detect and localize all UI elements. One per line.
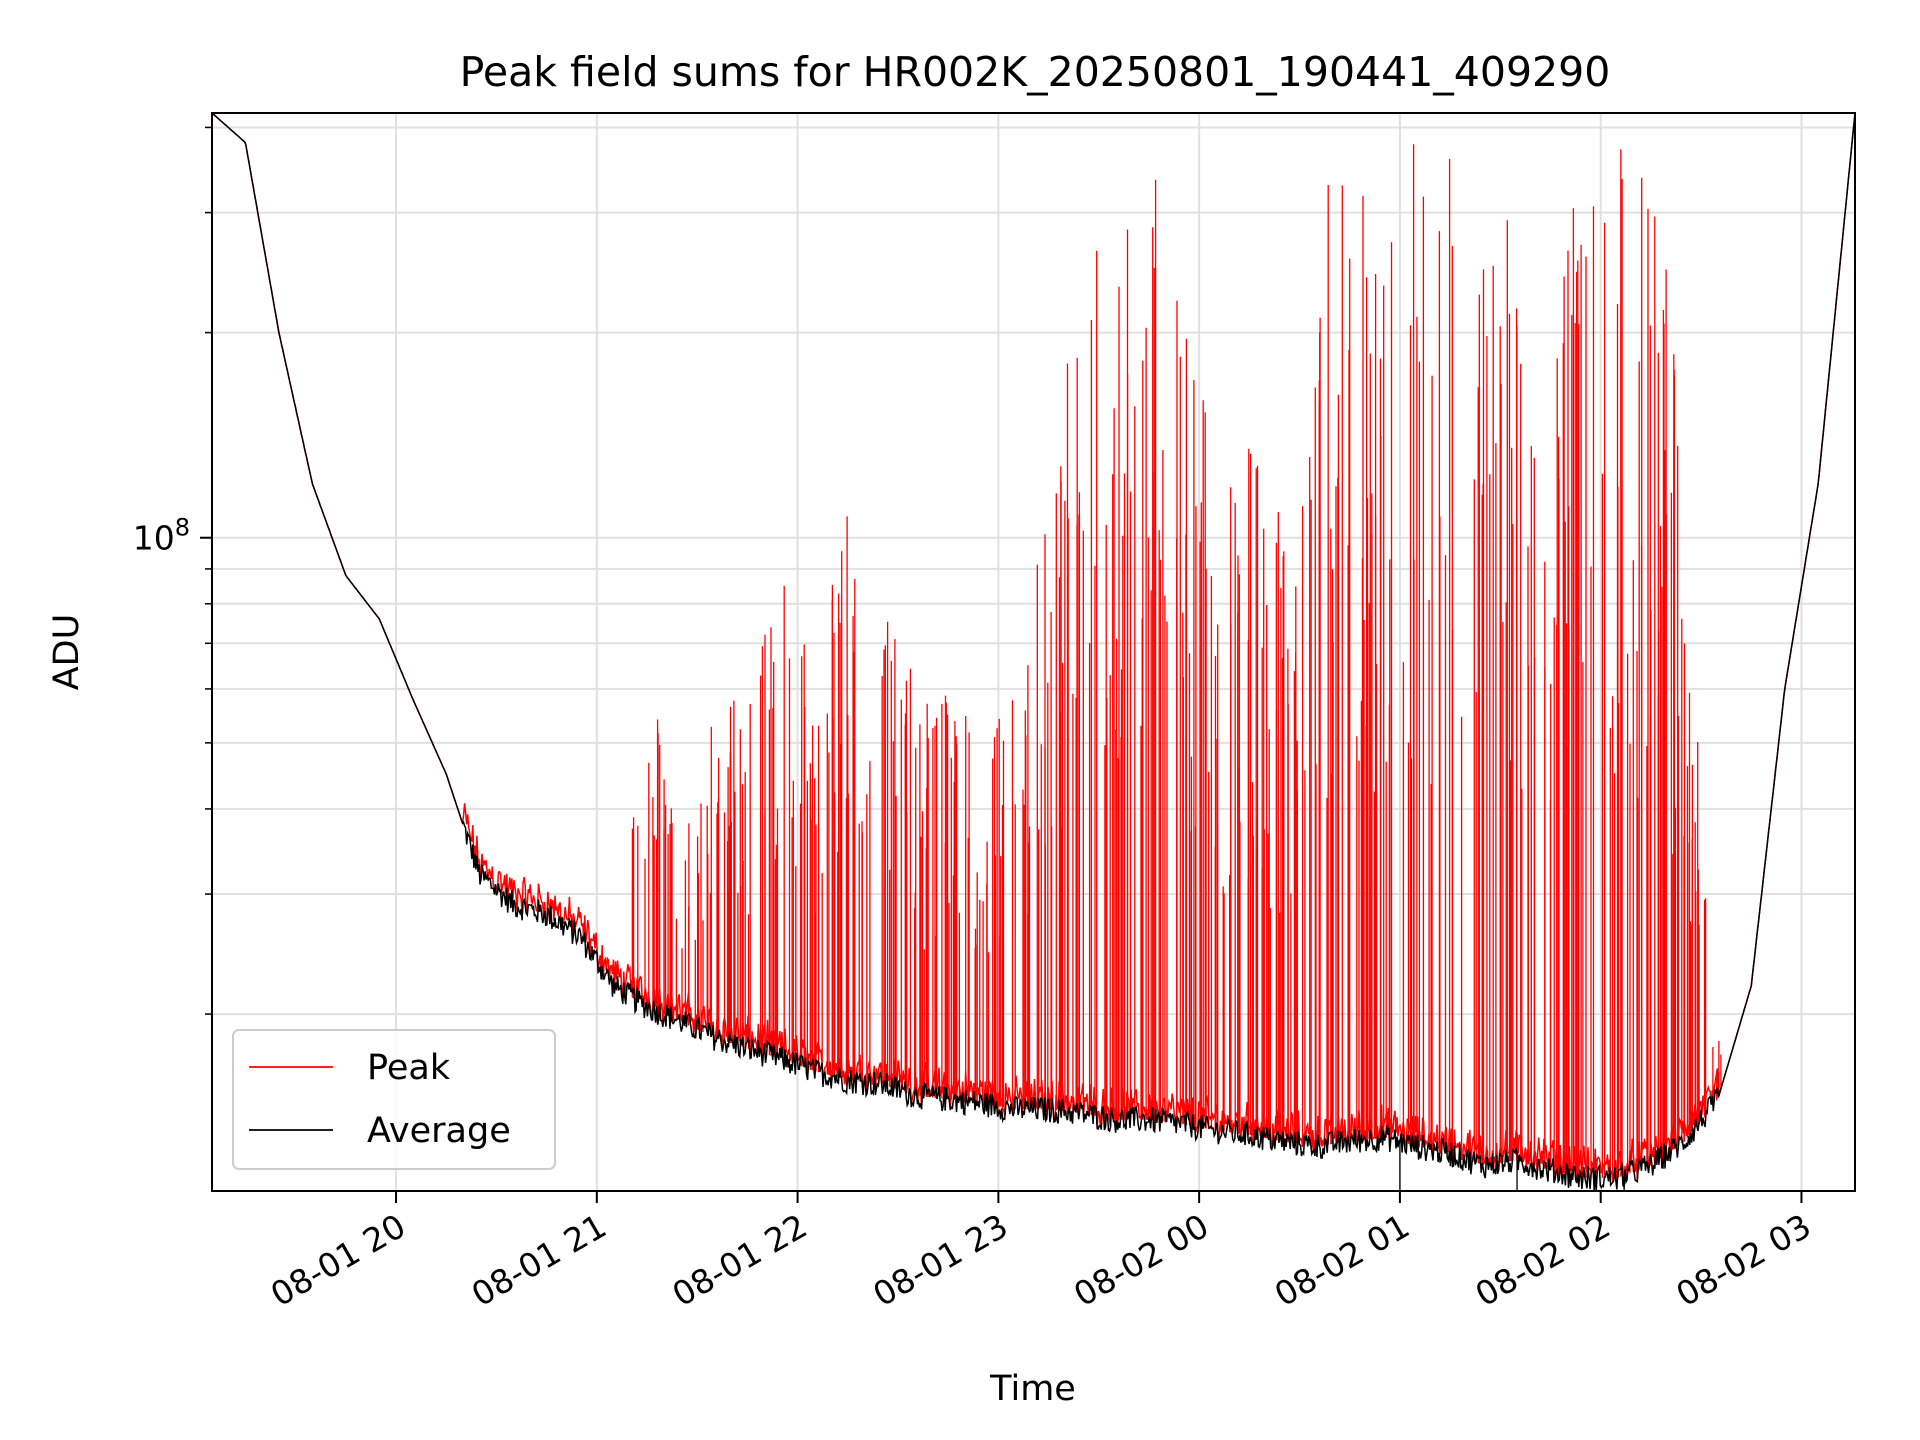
peak-spikes: [631, 144, 1722, 1178]
average-series-line: [211, 112, 1856, 1192]
legend-peak-label: Peak: [367, 1048, 451, 1088]
x-axis-label: Time: [989, 1369, 1076, 1409]
legend-box: [232, 1029, 556, 1170]
plot-frame: [211, 112, 1856, 1192]
legend-average-label: Average: [367, 1111, 511, 1151]
chart-title: Peak field sums for HR002K_20250801_1904…: [460, 48, 1611, 96]
y-axis-ticks: 108: [133, 126, 212, 1015]
y-axis-label: ADU: [47, 614, 87, 691]
legend: Peak Average: [232, 1029, 556, 1170]
y-tick-label: 108: [133, 514, 190, 558]
average-dips: [1399, 1141, 1625, 1191]
